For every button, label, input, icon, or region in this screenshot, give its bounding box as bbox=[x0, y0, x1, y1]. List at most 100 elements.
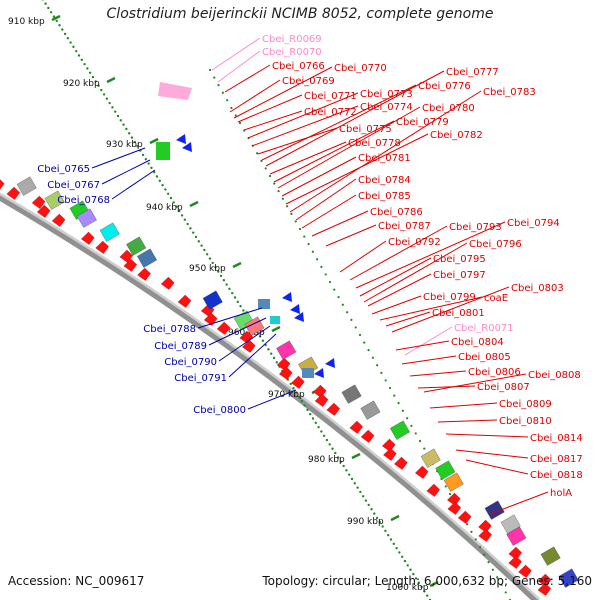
tick-dot bbox=[147, 162, 150, 165]
outer-tick-dot bbox=[328, 280, 332, 284]
tick-dot bbox=[127, 132, 131, 135]
feature-block bbox=[76, 208, 97, 228]
tick-dot bbox=[116, 114, 120, 118]
tick-dot bbox=[309, 412, 312, 416]
minus-gene-label: Cbei_0783 bbox=[483, 87, 536, 98]
feature-block bbox=[500, 514, 521, 534]
tick-dot bbox=[105, 97, 109, 100]
tick-dot bbox=[208, 257, 212, 260]
leader-line bbox=[395, 340, 450, 351]
minus-gene-label: Cbei_0814 bbox=[530, 433, 583, 444]
tick-dot bbox=[392, 542, 395, 546]
leader-line bbox=[273, 120, 395, 183]
leader-line bbox=[295, 178, 357, 221]
minus-gene-label: Cbei_0804 bbox=[451, 337, 504, 348]
tick-dot bbox=[420, 585, 423, 589]
outer-tick-dot bbox=[466, 523, 469, 526]
tick-dot bbox=[100, 88, 103, 92]
tick-dot bbox=[322, 434, 326, 437]
leader-line bbox=[404, 326, 453, 356]
outer-tick-dot bbox=[298, 227, 302, 231]
leader-line bbox=[385, 311, 431, 327]
tick-dot bbox=[136, 145, 139, 148]
leader-line bbox=[218, 325, 271, 362]
tick-dot bbox=[125, 127, 128, 131]
tick-dot bbox=[398, 551, 401, 554]
rna-gene-label: Cbei_R0071 bbox=[454, 323, 514, 334]
minus-gene-label: Cbei_0775 bbox=[339, 124, 392, 135]
minus-gene-label: Cbei_0770 bbox=[334, 63, 387, 74]
outer-tick-dot bbox=[217, 84, 220, 87]
outer-tick-dot bbox=[418, 439, 422, 443]
tick-mark bbox=[106, 76, 116, 84]
tick-dot bbox=[364, 499, 368, 502]
gene-arrow bbox=[313, 384, 327, 398]
tick-dot bbox=[389, 538, 393, 541]
tick-dot bbox=[342, 464, 345, 468]
tick-dot bbox=[52, 15, 56, 18]
minus-gene-label: Cbei_0810 bbox=[499, 416, 552, 427]
tick-dot bbox=[267, 348, 270, 351]
outer-tick-dot bbox=[307, 243, 310, 246]
gene-arrow bbox=[383, 447, 397, 461]
leader-line bbox=[367, 273, 432, 307]
minus-gene-label: Cbei_0818 bbox=[530, 470, 583, 481]
minus-gene-label: Cbei_0809 bbox=[499, 399, 552, 410]
tick-dot bbox=[367, 503, 370, 507]
tick-dot bbox=[270, 352, 273, 355]
outer-tick-dot bbox=[504, 591, 507, 594]
outer-tick-dot bbox=[397, 402, 400, 405]
minus-gene-label: Cbei_0787 bbox=[378, 221, 431, 232]
leader-line bbox=[224, 64, 271, 93]
outer-tick-dot bbox=[358, 333, 362, 337]
outer-tick-dot bbox=[346, 311, 349, 314]
outer-tick-dot bbox=[256, 152, 259, 155]
outer-tick-dot bbox=[290, 212, 293, 215]
kbp-tick-label: 1000 kbp bbox=[386, 583, 429, 593]
tick-dot bbox=[219, 274, 223, 278]
leader-line bbox=[197, 307, 263, 329]
plus-feature-block bbox=[270, 316, 280, 324]
outer-tick-dot bbox=[341, 303, 344, 306]
outer-tick-dot bbox=[268, 174, 272, 178]
kbp-tick-label: 940 kbp bbox=[146, 203, 183, 213]
minus-gene-label: Cbei_0793 bbox=[449, 222, 502, 233]
tick-dot bbox=[242, 309, 245, 312]
gene-arrow bbox=[216, 321, 231, 335]
tick-dot bbox=[211, 261, 214, 265]
minus-gene-label: Cbei_0801 bbox=[432, 308, 485, 319]
tick-mark bbox=[232, 261, 242, 269]
tick-dot bbox=[400, 555, 404, 558]
feature-block bbox=[341, 384, 362, 404]
gene-arrow bbox=[242, 339, 256, 353]
tick-dot bbox=[133, 140, 136, 144]
outer-tick-dot bbox=[483, 553, 486, 556]
gene-arrow bbox=[415, 465, 429, 479]
plus-gene-arrow bbox=[182, 142, 192, 152]
tick-mark bbox=[390, 514, 400, 522]
tick-dot bbox=[114, 110, 117, 113]
outer-tick-dot bbox=[316, 258, 319, 261]
feature-block bbox=[540, 546, 561, 566]
minus-gene-label: Cbei_0805 bbox=[458, 352, 511, 363]
tick-dot bbox=[205, 253, 209, 256]
leader-line bbox=[247, 389, 297, 410]
tick-dot bbox=[86, 67, 89, 70]
tick-dot bbox=[130, 136, 134, 139]
tick-mark bbox=[51, 14, 61, 22]
feature-block bbox=[484, 500, 505, 520]
outer-tick-dot bbox=[260, 159, 263, 162]
tick-dot bbox=[314, 421, 317, 425]
tick-dot bbox=[426, 594, 429, 597]
tick-dot bbox=[88, 71, 92, 74]
outer-tick-dot bbox=[350, 318, 353, 321]
tick-dot bbox=[77, 54, 81, 57]
leader-line bbox=[229, 79, 281, 113]
tick-dot bbox=[55, 19, 58, 23]
tick-dot bbox=[272, 356, 276, 360]
leader-line bbox=[423, 373, 527, 393]
rna-feature bbox=[158, 82, 192, 100]
plus-gene-arrow bbox=[294, 312, 304, 322]
tick-dot bbox=[275, 361, 278, 364]
tick-mark bbox=[429, 580, 439, 588]
